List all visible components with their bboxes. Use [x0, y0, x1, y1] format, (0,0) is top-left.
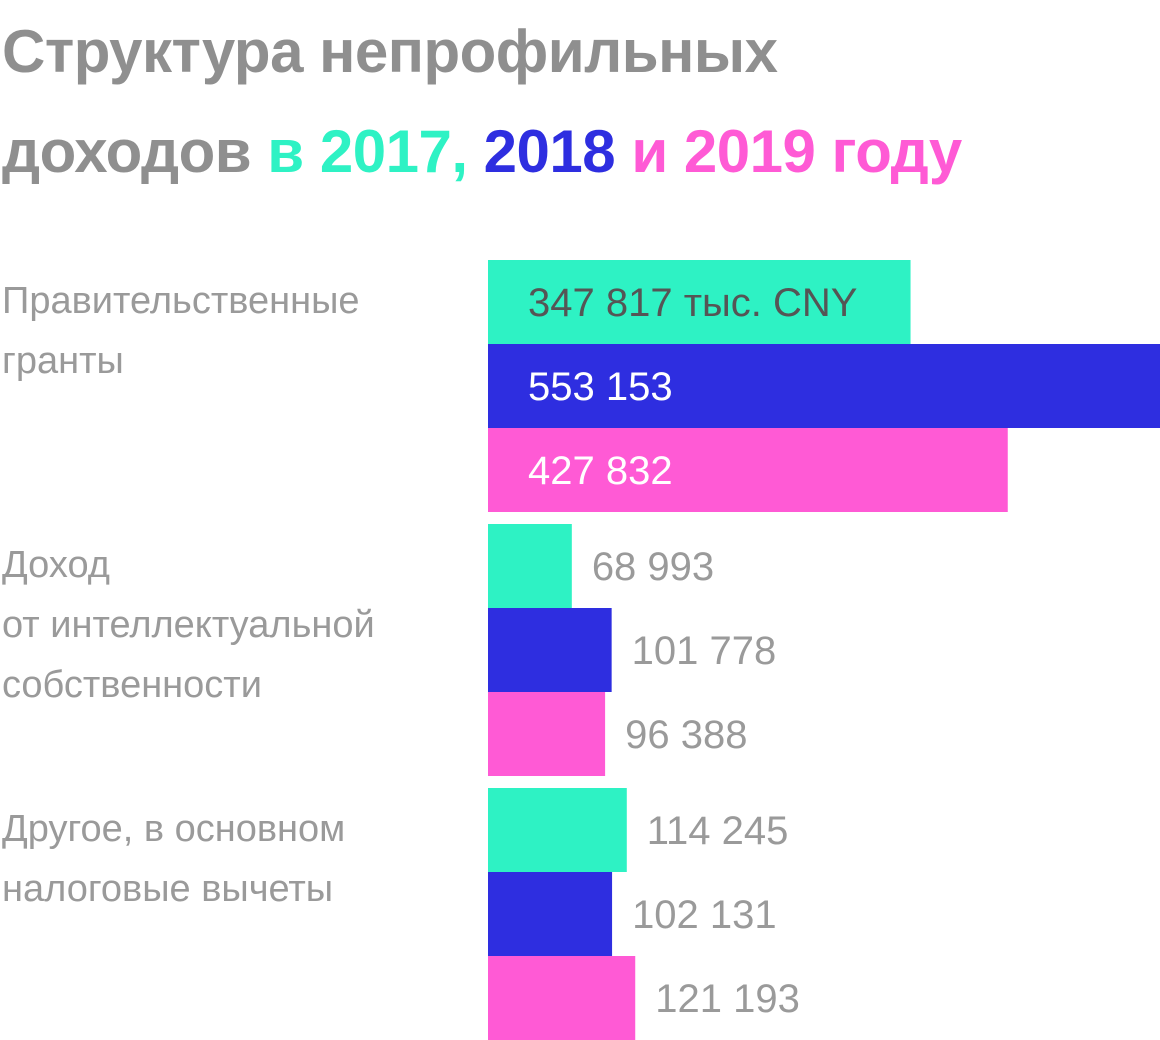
value-label-2017-cat-1: 68 993 — [592, 545, 714, 589]
bar-2019-cat-2 — [488, 956, 636, 1040]
title-year-2019: и 2019 году — [631, 118, 963, 185]
value-label-2019-cat-1: 96 388 — [625, 713, 747, 757]
chart-title-line1: Структура непрофильных — [2, 18, 778, 85]
category-label-2-line-0: Другое, в основном — [2, 808, 345, 850]
title-prefix: доходов — [2, 118, 251, 185]
value-label-2019-cat-2: 121 193 — [655, 977, 800, 1021]
category-label-1-line-2: собственности — [2, 664, 262, 706]
category-label-1-line-0: Доход — [2, 544, 110, 586]
chart-title-line2: доходов в 2017, 2018 и 2019 году — [2, 118, 963, 185]
category-label-0-line-0: Правительственные — [2, 280, 360, 322]
category-label-0-line-1: гранты — [2, 340, 124, 382]
title-year-2017: в 2017, — [267, 118, 467, 185]
bar-2018-cat-1 — [488, 608, 612, 692]
bar-2018-cat-2 — [488, 872, 613, 956]
bar-2018-cat-0 — [488, 344, 1160, 428]
bar-2017-cat-2 — [488, 788, 627, 872]
plot-area: Правительственные гранты 347 817 тыс. CNY 5… — [2, 260, 1160, 1040]
category-label-1-line-1: от интеллектуальной — [2, 604, 375, 646]
bar-2019-cat-1 — [488, 692, 606, 776]
value-label-2019-cat-0: 427 832 — [528, 449, 673, 493]
value-label-2018-cat-0: 553 153 — [528, 365, 673, 409]
value-label-2018-cat-1: 101 778 — [632, 629, 777, 673]
value-label-2017-cat-0: 347 817 тыс. CNY — [528, 281, 857, 325]
value-label-2017-cat-2: 114 245 — [647, 809, 789, 853]
category-label-2-line-1: налоговые вычеты — [2, 868, 333, 910]
bar-2019-cat-0 — [488, 428, 1008, 512]
value-label-2018-cat-2: 102 131 — [632, 893, 777, 937]
bar-2017-cat-0 — [488, 260, 911, 344]
bar-2017-cat-1 — [488, 524, 572, 608]
title-year-2018: 2018 — [484, 118, 615, 185]
